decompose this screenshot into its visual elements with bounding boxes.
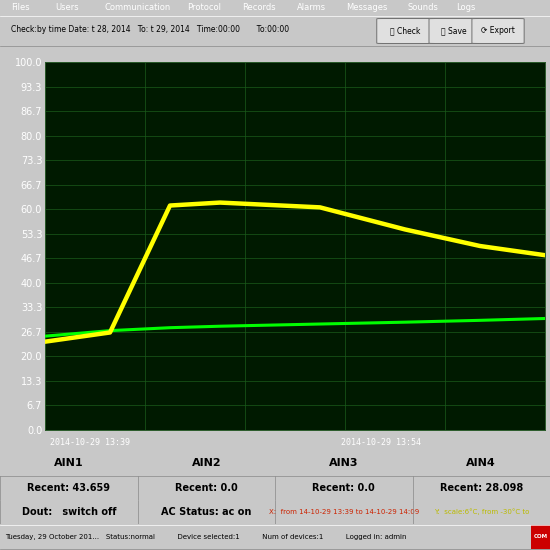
FancyBboxPatch shape	[472, 19, 524, 43]
Text: Check:by time Date: t 28, 2014   To: t 29, 2014   Time:00:00       To:00:00: Check:by time Date: t 28, 2014 To: t 29,…	[11, 25, 289, 34]
Text: AIN3: AIN3	[329, 458, 359, 468]
Text: Dout:   switch off: Dout: switch off	[21, 507, 116, 517]
Text: AC Status: ac on: AC Status: ac on	[161, 507, 251, 517]
Text: COM: COM	[534, 535, 547, 540]
Text: Files: Files	[11, 3, 30, 12]
Text: Communication: Communication	[104, 3, 170, 12]
Text: Recent: 0.0: Recent: 0.0	[312, 483, 375, 493]
Text: Protocol: Protocol	[187, 3, 221, 12]
FancyBboxPatch shape	[429, 19, 478, 43]
Text: X:  from 14-10-29 13:39 to 14-10-29 14:09: X: from 14-10-29 13:39 to 14-10-29 14:09	[268, 509, 419, 515]
FancyBboxPatch shape	[377, 19, 435, 43]
Text: Tuesday, 29 October 201...   Status:normal          Device selected:1          N: Tuesday, 29 October 201... Status:normal…	[6, 534, 407, 540]
Text: Recent: 28.098: Recent: 28.098	[439, 483, 523, 493]
Text: Recent: 43.659: Recent: 43.659	[28, 483, 110, 493]
Text: Sounds: Sounds	[407, 3, 438, 12]
Bar	[531, 525, 550, 549]
Text: Recent: 0.0: Recent: 0.0	[175, 483, 238, 493]
Text: ⌕ Check: ⌕ Check	[390, 26, 421, 35]
Text: 2014-10-29 13:54: 2014-10-29 13:54	[341, 438, 421, 447]
Text: Messages: Messages	[346, 3, 388, 12]
Text: 💾 Save: 💾 Save	[441, 26, 466, 35]
Text: AIN2: AIN2	[191, 458, 221, 468]
Text: Logs: Logs	[456, 3, 476, 12]
Text: 2014-10-29 13:39: 2014-10-29 13:39	[51, 438, 130, 447]
Text: Alarms: Alarms	[297, 3, 326, 12]
Text: ⟳ Export: ⟳ Export	[481, 26, 515, 35]
Text: Records: Records	[242, 3, 276, 12]
Text: AIN4: AIN4	[466, 458, 496, 468]
Text: AIN1: AIN1	[54, 458, 84, 468]
Text: Users: Users	[55, 3, 79, 12]
Text: Y:  scale:6°C, from -30°C to: Y: scale:6°C, from -30°C to	[433, 509, 529, 515]
